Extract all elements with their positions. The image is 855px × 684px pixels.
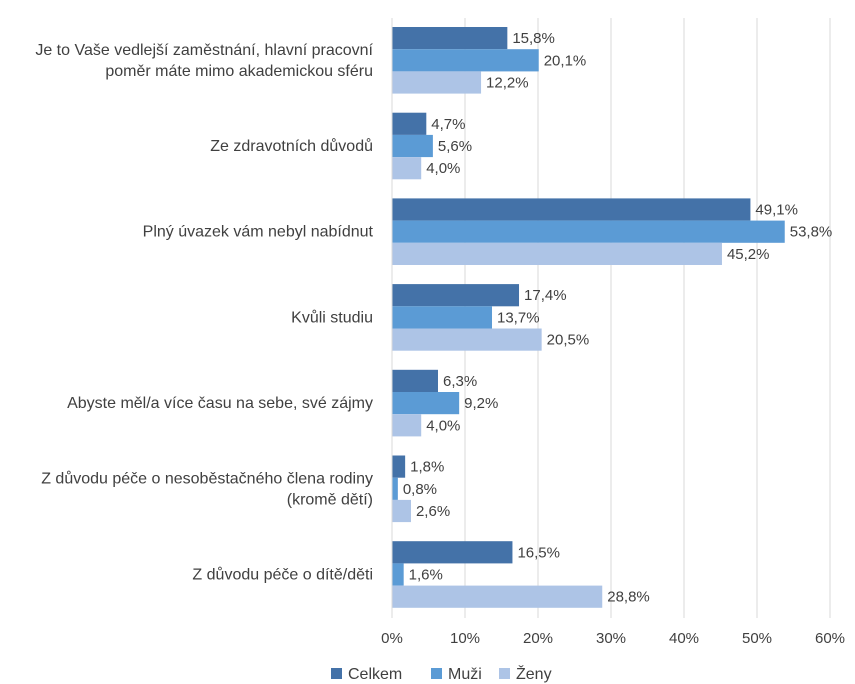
bar [392,284,520,307]
bar [392,157,422,180]
bar [392,477,398,500]
category-label: Z důvodu péče o dítě/děti [192,566,373,584]
data-label: 53,8% [790,224,833,241]
x-tick-label: 20% [523,630,553,647]
category-label: Z důvodu péče o nesoběstačného člena rod… [41,469,373,487]
legend-swatch [331,668,342,679]
bar [392,585,603,608]
data-label: 4,0% [426,160,460,177]
data-label: 2,6% [416,503,450,520]
bar [392,306,493,329]
category-label: poměr máte mimo akademickou sféru [105,63,373,80]
data-label: 20,5% [547,332,590,349]
bar [392,414,422,437]
data-label: 1,8% [410,459,444,476]
data-label: 16,5% [517,544,560,561]
x-tick-label: 40% [669,630,699,647]
data-label: 4,7% [431,116,465,133]
legend-swatch [431,668,442,679]
data-label: 4,0% [426,417,460,434]
bar [392,328,542,351]
gridlines [464,18,831,618]
data-label: 13,7% [497,309,540,326]
bar [392,220,785,243]
category-label: (kromě dětí) [287,491,373,508]
legend: Celkem Muži Ženy [331,664,552,683]
bar [392,392,460,415]
data-label: 9,2% [464,395,498,412]
data-label: 1,6% [409,567,443,584]
data-label: 12,2% [486,75,529,92]
bar [392,369,438,392]
category-label: Je to Vaše vedlejší zaměstnání, hlavní p… [35,42,373,59]
bar [392,541,513,564]
x-tick-label: 50% [742,630,772,647]
bars [392,27,785,608]
bar [392,499,411,523]
bar [392,27,508,50]
data-label: 0,8% [403,481,437,498]
data-label: 17,4% [524,287,567,304]
x-tick-label: 60% [815,630,845,647]
category-label: Plný úvazek vám nebyl nabídnut [143,224,374,241]
x-tick-label: 30% [596,630,626,647]
data-label: 49,1% [755,202,798,219]
data-label: 28,8% [607,589,650,606]
bar [392,242,722,265]
data-label: 6,3% [443,373,477,390]
data-label: 15,8% [512,30,555,47]
data-label: 45,2% [727,246,770,263]
bar [392,49,539,72]
legend-label: Ženy [516,664,552,683]
bar [392,198,751,221]
x-tick-label: 0% [381,630,403,647]
legend-label: Celkem [348,666,402,683]
category-label: Abyste měl/a více času na sebe, své zájm… [67,395,373,412]
legend-swatch [499,668,510,679]
bar [392,563,404,586]
data-label: 5,6% [438,138,472,155]
category-label: Ze zdravotních důvodů [210,137,373,155]
bar [392,455,406,478]
data-labels: 15,8% 20,1% 12,2% 4,7% 5,6% 4,0% 49,1% 53,8% 45,… [403,30,832,606]
category-label: Kvůli studiu [291,308,373,326]
bar [392,71,482,94]
legend-label: Muži [448,666,482,683]
bar [392,134,433,158]
x-tick-label: 10% [450,630,480,647]
category-labels: Je to Vaše vedlejší zaměstnání, hlavní p… [35,42,373,584]
data-label: 20,1% [544,52,587,69]
bar [392,112,427,135]
x-tick-labels: 0% 10% 20% 30% 40% 50% 60% [381,630,845,647]
